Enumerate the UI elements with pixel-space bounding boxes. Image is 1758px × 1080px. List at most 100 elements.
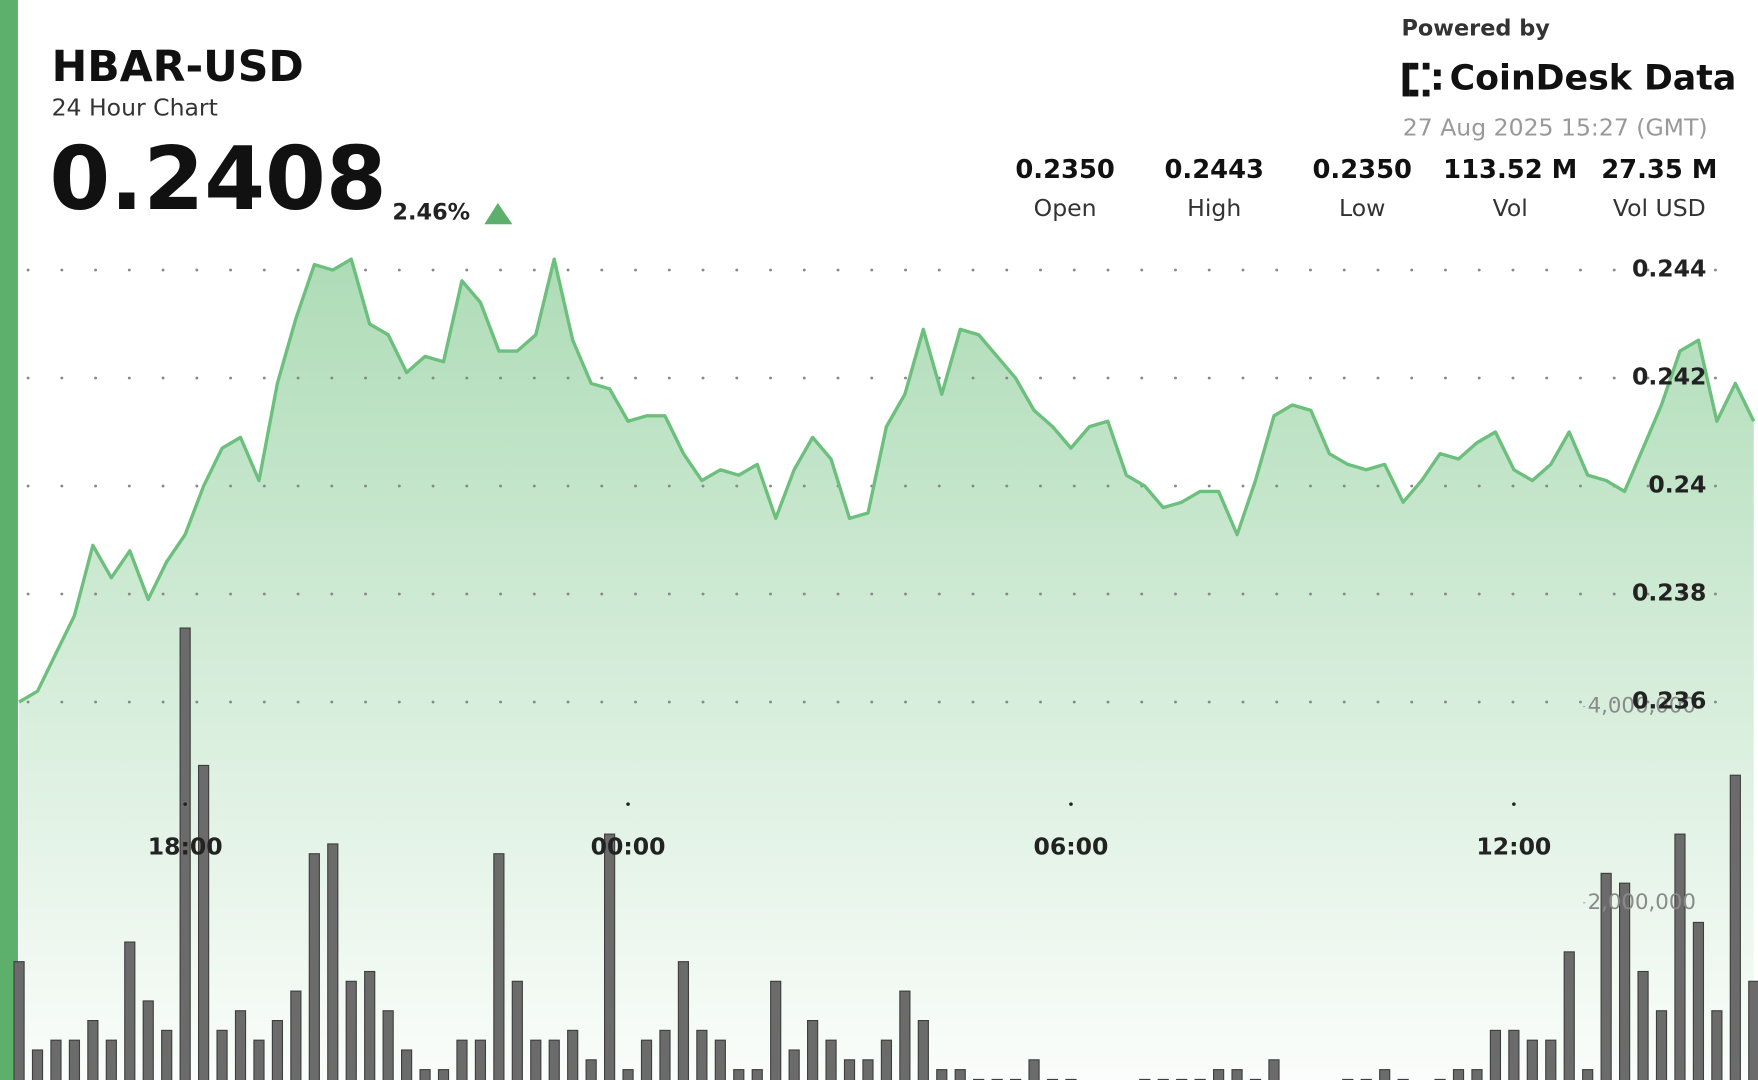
plot: 4,000,000 2,000,000 0.244 0.242 0.24 0.238 0.2… — [13, 254, 1758, 1080]
y2-tick-label: 2,000,000 — [1588, 890, 1696, 915]
volume-bar — [13, 961, 25, 1080]
volume-bar — [1582, 1069, 1594, 1080]
title: HBAR-USD — [52, 42, 304, 92]
stat-value: 27.35 M — [1601, 155, 1717, 185]
volume-bar — [1637, 970, 1649, 1080]
volume-bar — [567, 1029, 579, 1080]
volume-bar — [751, 1069, 763, 1080]
volume-bar — [770, 980, 782, 1080]
volume-bar — [788, 1049, 800, 1080]
volume-bar — [142, 1000, 154, 1080]
volume-bar — [1379, 1069, 1391, 1080]
volume-bar — [364, 970, 376, 1080]
volume-bar — [1674, 833, 1686, 1080]
volume-bar — [161, 1029, 173, 1080]
volume-bar — [825, 1039, 837, 1080]
timestamp: 27 Aug 2025 15:27 (GMT) — [1403, 113, 1708, 141]
x-tick-label: 00:00 — [591, 832, 666, 860]
volume-bar — [105, 1039, 117, 1080]
volume-bar — [1600, 872, 1612, 1080]
volume-bar — [585, 1059, 597, 1080]
volume-bar — [936, 1069, 948, 1080]
volume-bar — [345, 980, 357, 1080]
stat-value: 113.52 M — [1443, 155, 1577, 185]
y-tick-label: 0.238 — [1632, 578, 1706, 606]
volume-bar — [806, 1019, 819, 1080]
volume-bar — [50, 1039, 62, 1080]
stat-label: Vol USD — [1613, 194, 1706, 222]
x-tick-label: 12:00 — [1476, 832, 1551, 860]
volume-bar — [437, 1069, 450, 1080]
stat-value: 0.2350 — [1312, 155, 1411, 185]
y-tick-label: 0.236 — [1632, 686, 1706, 714]
volume-bar — [640, 1039, 653, 1080]
subtitle: 24 Hour Chart — [52, 93, 218, 121]
volume-bar — [456, 1039, 468, 1080]
volume-bar — [530, 1039, 542, 1080]
volume-bar — [1471, 1069, 1483, 1080]
volume-bar — [124, 941, 136, 1080]
volume-bar — [1729, 774, 1741, 1080]
volume-bar — [1618, 882, 1631, 1080]
volume-bar — [68, 1039, 81, 1080]
price: 0.2408 — [49, 128, 386, 230]
y2-tick-label: 4,000,000 — [1588, 694, 1696, 719]
accent-bar — [0, 0, 18, 1080]
x-tick — [1512, 802, 1516, 806]
volume-bar — [1508, 1029, 1520, 1080]
volume-bar — [31, 1049, 44, 1080]
stat-value: 0.2443 — [1164, 155, 1263, 185]
volume-bar — [677, 961, 690, 1080]
volume-bar — [1268, 1059, 1280, 1080]
y-tick-label: 0.24 — [1648, 470, 1706, 498]
volume-bar — [1212, 1069, 1225, 1080]
volume-bar — [253, 1039, 265, 1080]
volume-bar — [216, 1029, 228, 1080]
stat-label: High — [1187, 194, 1241, 222]
volume-bar — [87, 1019, 99, 1080]
volume-bar — [714, 1039, 726, 1080]
volume-bar — [197, 764, 210, 1080]
volume-bar — [659, 1029, 671, 1080]
volume-bar — [843, 1059, 856, 1080]
volume-bar — [1748, 980, 1758, 1080]
brand: CoinDesk Data — [1450, 59, 1737, 99]
volume-bar — [179, 627, 191, 1080]
volume-bar — [603, 833, 616, 1080]
volume-bar — [290, 990, 302, 1080]
volume-bar — [1711, 1010, 1723, 1080]
volume-bar — [382, 1010, 394, 1080]
volume-bar — [1231, 1069, 1243, 1080]
volume-bar — [1545, 1039, 1557, 1080]
volume-bar — [474, 1039, 487, 1080]
volume-bar — [1563, 951, 1575, 1080]
price-line — [18, 257, 1756, 704]
volume-bar — [917, 1019, 929, 1080]
volume-bar — [899, 990, 911, 1080]
x-tick — [626, 802, 630, 806]
volume-bar — [622, 1069, 634, 1080]
volume-bar — [548, 1039, 560, 1080]
y-tick-label: 0.242 — [1632, 362, 1706, 390]
volume-bar — [308, 853, 320, 1080]
stats: 0.2350 Open 0.2443 High 0.2350 Low 113.52 M Vol… — [1015, 155, 1717, 222]
volume-bar — [1692, 921, 1705, 1080]
volume-bar — [234, 1010, 247, 1080]
volume-bar — [1526, 1039, 1538, 1080]
volume-bar — [880, 1039, 893, 1080]
change: 2.46% — [392, 200, 470, 226]
volume-bar — [327, 843, 339, 1080]
volume-bar — [733, 1069, 745, 1080]
stat-value: 0.2350 — [1015, 155, 1114, 185]
volume-bar — [862, 1059, 874, 1080]
x-tick — [1069, 802, 1073, 806]
logo-icon — [1402, 62, 1441, 97]
x-tick-label: 18:00 — [148, 832, 223, 860]
up-arrow — [484, 202, 513, 225]
volume-bar — [1655, 1010, 1668, 1080]
powered-by: Powered by — [1401, 16, 1550, 42]
volume-bar — [493, 853, 505, 1080]
volume-bar — [1452, 1069, 1465, 1080]
